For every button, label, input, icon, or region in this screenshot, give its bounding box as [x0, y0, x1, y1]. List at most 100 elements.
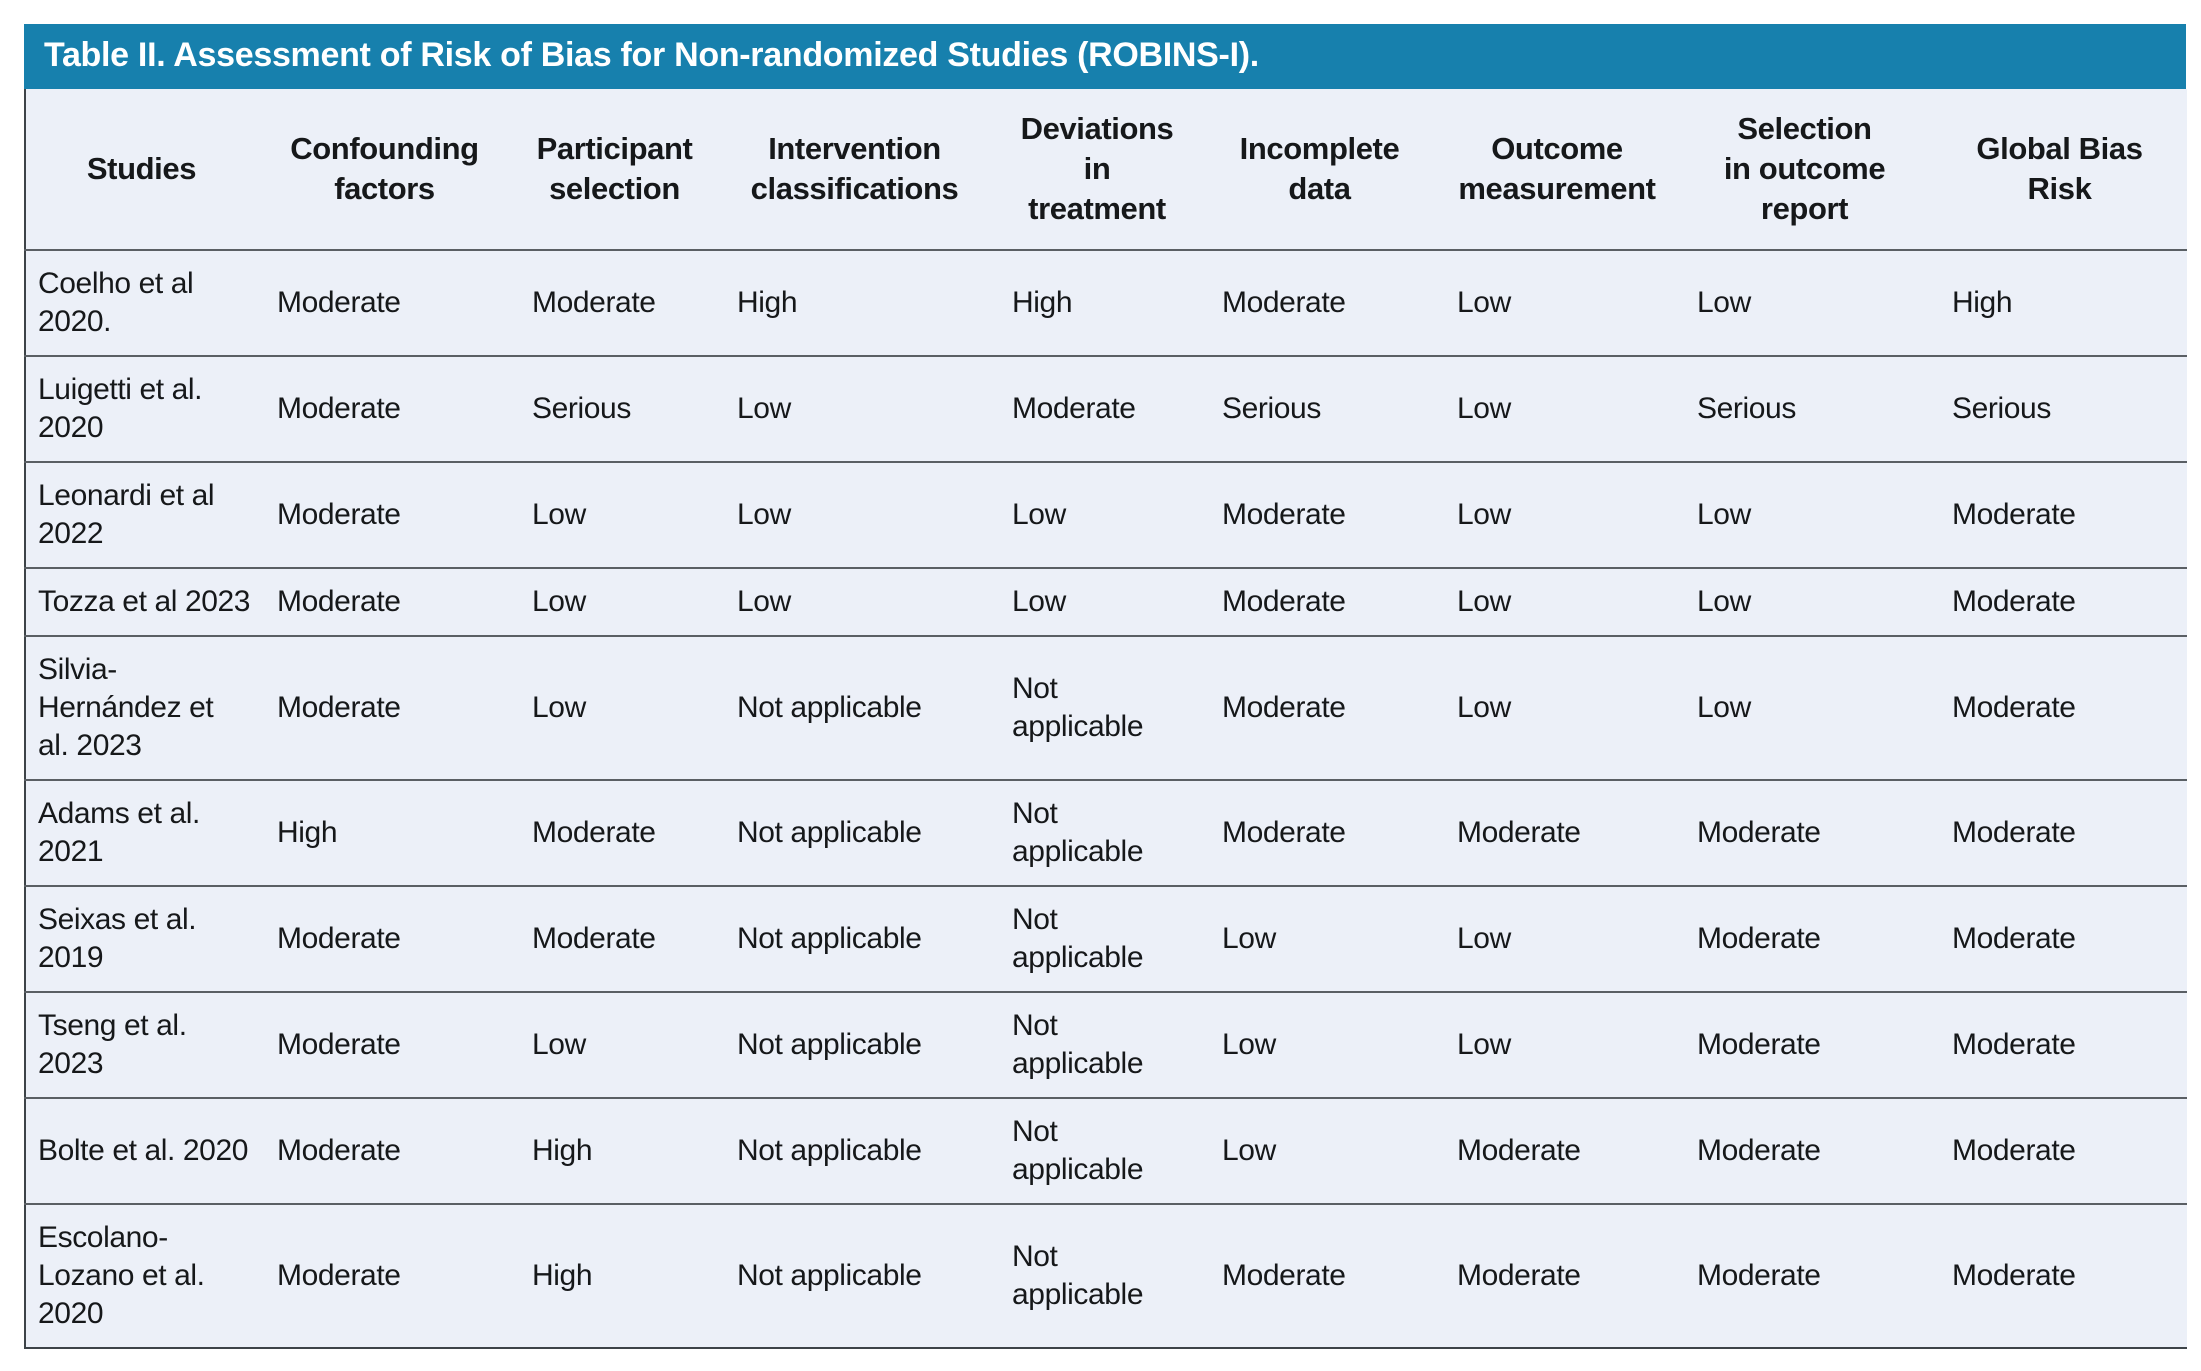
rating-cell: Low [512, 991, 717, 1099]
rating-cell: Moderate [512, 885, 717, 993]
rating-cell: Low [1677, 461, 1932, 569]
rating-cell: Not applicable [717, 1097, 992, 1205]
rating-cell: Low [1202, 991, 1437, 1099]
rating-cell: Moderate [257, 1203, 512, 1349]
rating-cell: Moderate [1932, 1097, 2187, 1205]
rating-cell: Moderate [512, 249, 717, 357]
table-row: Adams et al. 2021 High Moderate Not applica… [25, 779, 2187, 887]
rating-cell: Moderate [257, 635, 512, 781]
rating-cell: Not applicable [717, 1203, 992, 1349]
rating-cell: Moderate [1202, 461, 1437, 569]
rating-cell: Moderate [257, 249, 512, 357]
column-header: Studies [86, 151, 197, 187]
rating-cell: Moderate [1437, 1203, 1677, 1349]
rating-cell: Not applicable [717, 885, 992, 993]
rating-cell: Moderate [1932, 1203, 2187, 1349]
rating-cell: Low [1677, 249, 1932, 357]
rating-cell: High [512, 1203, 717, 1349]
study-name-cell: Leonardi et al 2022 [25, 461, 257, 569]
study-name-cell: Silvia-Hernández et al. 2023 [25, 635, 257, 781]
rating-cell: Low [1437, 635, 1677, 781]
rating-cell: Low [1437, 249, 1677, 357]
rating-cell: High [257, 779, 512, 887]
rating-cell: Low [717, 461, 992, 569]
table-title-bar: Table II. Assessment of Risk of Bias for… [24, 24, 2186, 90]
rating-cell: High [1932, 249, 2187, 357]
rating-cell: Serious [1932, 355, 2187, 463]
rating-cell: Low [717, 355, 992, 463]
table-header: Studies Confounding factors Participant se… [25, 89, 2187, 250]
rating-cell: Moderate [257, 567, 512, 637]
rating-cell: Moderate [1437, 1097, 1677, 1205]
table-row: Seixas et al. 2019 Moderate Moderate Not ap… [25, 885, 2187, 993]
column-header: Incomplete data [1239, 131, 1400, 207]
rating-cell: Moderate [257, 355, 512, 463]
rating-cell: Moderate [257, 1097, 512, 1205]
table-row: Luigetti et al. 2020 Moderate Serious Low Mo… [25, 355, 2187, 463]
rating-cell: High [992, 249, 1202, 357]
rating-cell: Moderate [1677, 1203, 1932, 1349]
study-name-cell: Tozza et al 2023 [25, 567, 257, 637]
rating-cell: Not applicable [717, 635, 992, 781]
rating-cell: Moderate [1932, 567, 2187, 637]
table-container: Table II. Assessment of Risk of Bias for… [24, 24, 2187, 1350]
rating-cell: Serious [512, 355, 717, 463]
rating-cell: Moderate [257, 885, 512, 993]
rating-cell: Moderate [1202, 249, 1437, 357]
column-header: Participant selection [536, 131, 693, 207]
rating-cell: Moderate [1202, 779, 1437, 887]
column-header: Selection in outcome report [1723, 111, 1886, 227]
table-row: Silvia-Hernández et al. 2023 Moderate Low N… [25, 635, 2187, 781]
study-name-cell: Luigetti et al. 2020 [25, 355, 257, 463]
risk-of-bias-table: Studies Confounding factors Participant se… [24, 89, 2187, 1350]
rating-cell: Low [1437, 355, 1677, 463]
rating-cell: Not applicable [992, 635, 1202, 781]
rating-cell: Moderate [257, 461, 512, 569]
rating-cell: Low [1202, 885, 1437, 993]
column-header: Outcome measurement [1458, 131, 1656, 207]
rating-cell: Moderate [1437, 779, 1677, 887]
rating-cell: Moderate [1932, 461, 2187, 569]
rating-cell: Not applicable [717, 779, 992, 887]
study-name-cell: Escolano-Lozano et al. 2020 [25, 1203, 257, 1349]
study-name-cell: Seixas et al. 2019 [25, 885, 257, 993]
table-row: Leonardi et al 2022 Moderate Low Low Low Mode… [25, 461, 2187, 569]
rating-cell: Low [1437, 991, 1677, 1099]
rating-cell: Not applicable [717, 991, 992, 1099]
rating-cell: Low [992, 567, 1202, 637]
rating-cell: Low [992, 461, 1202, 569]
column-header: Intervention classifications [750, 131, 959, 207]
rating-cell: Low [512, 567, 717, 637]
study-name-cell: Bolte et al. 2020 [25, 1097, 257, 1205]
table-row: Tozza et al 2023 Moderate Low Low Low Moderat… [25, 567, 2187, 637]
rating-cell: Not applicable [992, 991, 1202, 1099]
rating-cell: Moderate [992, 355, 1202, 463]
table-row: Coelho et al 2020. Moderate Moderate High Hi… [25, 249, 2187, 357]
table-title: Table II. Assessment of Risk of Bias for… [44, 36, 1259, 74]
rating-cell: Moderate [1932, 635, 2187, 781]
rating-cell: Moderate [1677, 885, 1932, 993]
study-name-cell: Coelho et al 2020. [25, 249, 257, 357]
table-row: Bolte et al. 2020 Moderate High Not applica… [25, 1097, 2187, 1205]
rating-cell: Low [1437, 461, 1677, 569]
rating-cell: Moderate [1932, 991, 2187, 1099]
table-row: Tseng et al. 2023 Moderate Low Not applicab… [25, 991, 2187, 1099]
column-header: Confounding factors [290, 131, 479, 207]
table-body: Coelho et al 2020. Moderate Moderate High Hi… [25, 249, 2187, 1349]
rating-cell: Not applicable [992, 1203, 1202, 1349]
rating-cell: Low [512, 635, 717, 781]
rating-cell: Not applicable [992, 779, 1202, 887]
study-name-cell: Tseng et al. 2023 [25, 991, 257, 1099]
column-header: Deviations in treatment [1020, 111, 1174, 227]
rating-cell: Low [1677, 567, 1932, 637]
rating-cell: Not applicable [992, 1097, 1202, 1205]
rating-cell: Serious [1677, 355, 1932, 463]
rating-cell: Moderate [1202, 567, 1437, 637]
header-row: Studies Confounding factors Participant se… [25, 89, 2187, 250]
rating-cell: Low [1202, 1097, 1437, 1205]
rating-cell: Moderate [1677, 991, 1932, 1099]
rating-cell: Low [1437, 885, 1677, 993]
rating-cell: Low [717, 567, 992, 637]
rating-cell: Low [512, 461, 717, 569]
